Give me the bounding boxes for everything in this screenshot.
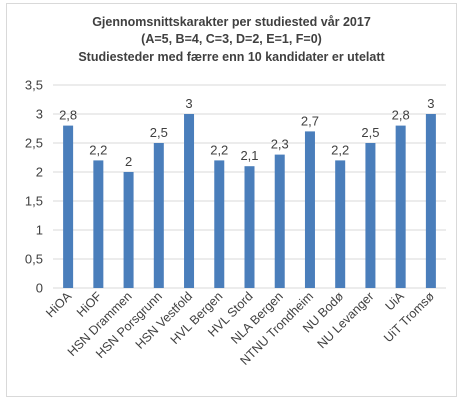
y-tick-label: 3,5 bbox=[25, 78, 43, 93]
bar bbox=[304, 131, 315, 288]
bar bbox=[184, 114, 195, 288]
bar bbox=[123, 172, 134, 288]
bar bbox=[244, 166, 255, 288]
y-tick-label: 2,5 bbox=[25, 136, 43, 151]
data-label: 2,5 bbox=[361, 125, 379, 140]
data-label: 2,2 bbox=[210, 142, 228, 157]
bar bbox=[425, 114, 436, 288]
bar bbox=[214, 160, 225, 288]
data-label: 2,2 bbox=[331, 142, 349, 157]
chart-title-line-2: (A=5, B=4, C=3, D=2, E=1, F=0) bbox=[141, 32, 322, 46]
y-tick-label: 1 bbox=[36, 223, 43, 238]
y-tick-label: 0 bbox=[36, 281, 43, 296]
data-label: 2,3 bbox=[271, 137, 289, 152]
chart-title-line-1: Gjennomsnittskarakter per studiested vår… bbox=[92, 15, 371, 29]
category-label: UiA bbox=[383, 289, 408, 314]
y-tick-label: 2 bbox=[36, 165, 43, 180]
y-tick-label: 1,5 bbox=[25, 194, 43, 209]
data-label: 2,5 bbox=[150, 125, 168, 140]
data-label: 3 bbox=[427, 96, 434, 111]
data-label: 2,1 bbox=[240, 148, 258, 163]
bar bbox=[63, 125, 74, 288]
bar bbox=[93, 160, 104, 288]
bar bbox=[365, 143, 376, 288]
data-label: 3 bbox=[185, 96, 192, 111]
data-label: 2 bbox=[125, 154, 132, 169]
y-tick-label: 0,5 bbox=[25, 252, 43, 267]
bar bbox=[153, 143, 164, 288]
data-label: 2,8 bbox=[392, 108, 410, 123]
y-tick-label: 3 bbox=[36, 107, 43, 122]
bar bbox=[274, 154, 285, 288]
chart-title-line-3: Studiesteder med færre enn 10 kandidater… bbox=[78, 50, 385, 64]
bar bbox=[395, 125, 406, 288]
data-label: 2,8 bbox=[59, 108, 77, 123]
bar bbox=[335, 160, 346, 288]
data-label: 2,2 bbox=[89, 142, 107, 157]
category-label: HiOA bbox=[43, 289, 74, 320]
data-label: 2,7 bbox=[301, 113, 319, 128]
chart-frame bbox=[6, 3, 457, 397]
